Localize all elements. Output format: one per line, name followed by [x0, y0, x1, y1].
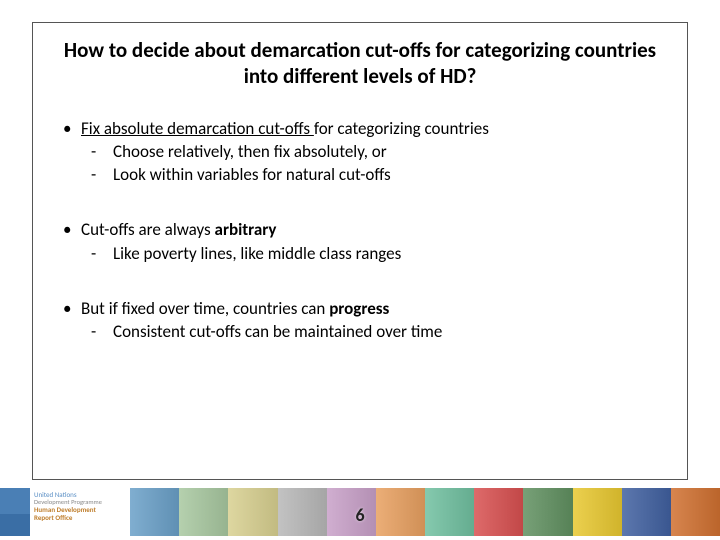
slide-title: How to decide about demarcation cut-offs…: [63, 37, 657, 90]
undp-logo-icon: [0, 488, 30, 536]
bullet-sub-text: Choose relatively, then fix absolutely, …: [113, 141, 387, 162]
bullet-sub-text: Consistent cut-offs can be maintained ov…: [113, 321, 442, 342]
bullet-text: Cut-offs are always: [81, 219, 215, 240]
color-block: [327, 488, 376, 536]
color-block: [376, 488, 425, 536]
color-block: [573, 488, 622, 536]
bullet-sub: Like poverty lines, like middle class ra…: [57, 243, 663, 264]
bullet-sub: Look within variables for natural cut-of…: [57, 164, 663, 185]
color-block: [130, 488, 179, 536]
undp-text: United Nations Development Programme Hum…: [30, 488, 130, 536]
bullet-bold-text: arbitrary: [215, 219, 277, 240]
bullet-sub: Consistent cut-offs can be maintained ov…: [57, 321, 663, 342]
undp-line: Report Office: [34, 514, 126, 522]
bullet-group: But if fixed over time, countries can pr…: [57, 298, 663, 343]
bullet-sub-text: Like poverty lines, like middle class ra…: [113, 243, 401, 264]
color-block: [622, 488, 671, 536]
slide-frame: How to decide about demarcation cut-offs…: [32, 22, 688, 480]
bullet-underline-text: Fix absolute demarcation cut-offs: [81, 118, 314, 139]
title-area: How to decide about demarcation cut-offs…: [33, 23, 687, 100]
color-block: [671, 488, 720, 536]
color-block: [278, 488, 327, 536]
bullet-text: for categorizing countries: [314, 118, 489, 139]
color-block: [228, 488, 277, 536]
bullet-main: Cut-offs are always arbitrary: [57, 219, 663, 240]
bullet-group: Fix absolute demarcation cut-offs for ca…: [57, 118, 663, 186]
bullet-text: But if fixed over time, countries can: [81, 298, 329, 319]
color-block: [523, 488, 572, 536]
body-area: Fix absolute demarcation cut-offs for ca…: [33, 100, 687, 343]
footer-color-blocks: [130, 488, 720, 536]
bullet-group: Cut-offs are always arbitrary Like pover…: [57, 219, 663, 264]
color-block: [425, 488, 474, 536]
page-number: 6: [355, 504, 364, 526]
bullet-sub-text: Look within variables for natural cut-of…: [113, 164, 391, 185]
color-block: [179, 488, 228, 536]
bullet-bold-text: progress: [329, 298, 389, 319]
color-block: [474, 488, 523, 536]
bullet-main: Fix absolute demarcation cut-offs for ca…: [57, 118, 663, 139]
bullet-sub: Choose relatively, then fix absolutely, …: [57, 141, 663, 162]
bullet-main: But if fixed over time, countries can pr…: [57, 298, 663, 319]
